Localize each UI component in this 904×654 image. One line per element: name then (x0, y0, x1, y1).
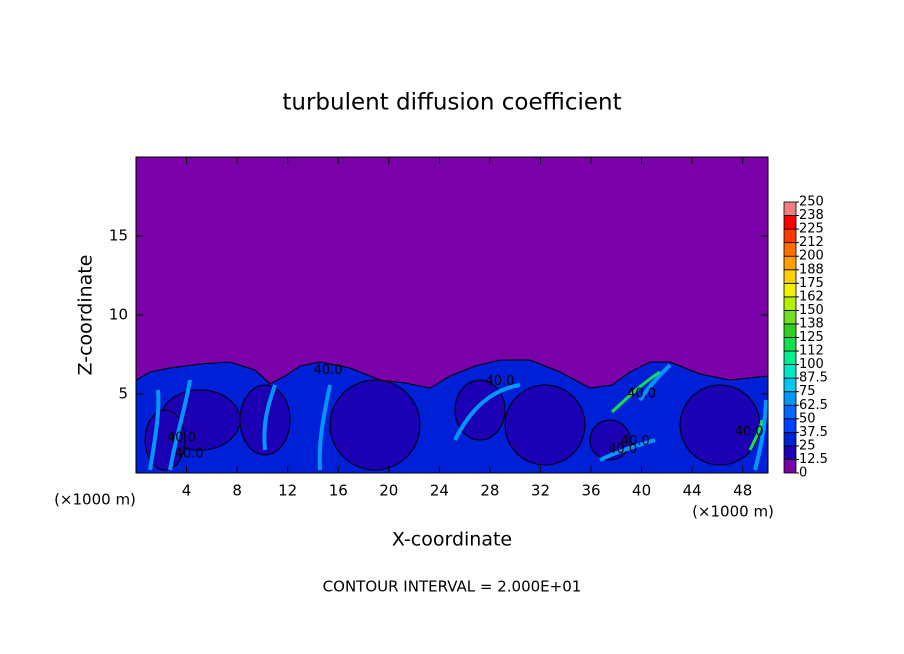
colorbar-swatch (783, 459, 797, 474)
colorbar-label: 25 (799, 438, 816, 453)
x-axis-label: X-coordinate (392, 529, 512, 551)
colorbar: 012.52537.55062.57587.510011212513815016… (783, 195, 828, 481)
x-tick-label: 44 (683, 482, 702, 500)
colorbar-label: 62.5 (799, 398, 828, 413)
x-tick-label: 36 (581, 482, 600, 500)
contour-label: 40.0 (621, 434, 650, 449)
field-streak (753, 399, 768, 471)
field-core (504, 384, 586, 466)
colorbar-label: 150 (799, 303, 824, 318)
colorbar-swatch (783, 309, 797, 325)
contour-label: 40.0 (167, 431, 196, 446)
contour-label: 40.0 (486, 374, 515, 389)
colorbar-label: 12.5 (799, 452, 828, 467)
contour-label: 40.0 (175, 447, 204, 462)
y-tick-label: 10 (109, 306, 128, 324)
colorbar-swatch (783, 350, 797, 365)
colorbar-label: 100 (799, 357, 824, 372)
colorbar-label: 188 (799, 262, 824, 277)
colorbar-swatch (783, 228, 797, 244)
x-unit: (×1000 m) (692, 503, 774, 521)
colorbar-label: 112 (799, 344, 824, 359)
contour-label: 40.0 (314, 363, 343, 378)
colorbar-label: 200 (799, 249, 824, 264)
colorbar-swatch (783, 391, 797, 406)
field-streak (748, 419, 764, 451)
field-streak (148, 389, 161, 471)
x-tick-label: 40 (632, 482, 651, 500)
x-tick-label: 20 (379, 482, 398, 500)
field-streak (453, 383, 521, 441)
field-streak (168, 379, 192, 471)
colorbar-swatch (783, 269, 797, 284)
field-streak (317, 384, 332, 471)
x-tick-label: 32 (531, 482, 550, 500)
footer: CONTOUR INTERVAL = 2.000E+01 (323, 578, 582, 596)
colorbar-label: 212 (799, 235, 824, 250)
colorbar-label: 0 (799, 466, 807, 481)
colorbar-swatch (783, 296, 797, 311)
colorbar-swatch (783, 364, 797, 379)
x-tick-label: 12 (278, 482, 297, 500)
colorbar-swatch (783, 282, 797, 298)
x-tick-label: 16 (329, 482, 348, 500)
colorbar-label: 50 (799, 411, 816, 426)
colorbar-label: 250 (799, 195, 824, 210)
contour-label: 40.0 (627, 387, 656, 402)
colorbar-label: 37.5 (799, 425, 828, 440)
colorbar-label: 238 (799, 208, 824, 223)
x-tick-label: 8 (232, 482, 242, 500)
field-core (329, 379, 421, 471)
y-tick-label: 15 (109, 227, 128, 245)
field (135, 157, 769, 474)
x-unit: (×1000 m) (54, 491, 136, 509)
colorbar-label: 225 (799, 222, 824, 237)
colorbar-label: 162 (799, 289, 824, 304)
colorbar-swatch (783, 337, 797, 352)
contour-label: 40.0 (735, 424, 764, 439)
colorbar-swatch (783, 201, 797, 216)
x-tick-label: 48 (733, 482, 752, 500)
x-tick-label: 24 (430, 482, 449, 500)
y-tick-label: 5 (118, 385, 128, 403)
contour-label: 40.0 (608, 442, 637, 457)
field-streak (599, 438, 656, 462)
colorbar-swatch (783, 255, 797, 271)
field-core (454, 379, 506, 441)
colorbar-swatch (783, 215, 797, 230)
colorbar-swatch (783, 242, 797, 257)
chart-title: turbulent diffusion coefficient (282, 90, 621, 116)
field-streak (638, 363, 672, 402)
colorbar-swatch (783, 418, 797, 433)
x-tick-label: 28 (480, 482, 499, 500)
colorbar-label: 138 (799, 316, 824, 331)
colorbar-label: 87.5 (799, 371, 828, 386)
field-streak (262, 384, 277, 451)
colorbar-swatch (783, 377, 797, 393)
colorbar-label: 125 (799, 330, 824, 345)
field-streak (610, 370, 661, 414)
colorbar-swatch (783, 431, 797, 447)
colorbar-swatch (783, 404, 797, 420)
colorbar-label: 175 (799, 276, 824, 291)
colorbar-label: 75 (799, 384, 816, 399)
colorbar-swatch (783, 445, 797, 460)
colorbar-swatch (783, 323, 797, 338)
x-tick-label: 4 (182, 482, 192, 500)
y-axis-label: Z-coordinate (75, 255, 97, 376)
